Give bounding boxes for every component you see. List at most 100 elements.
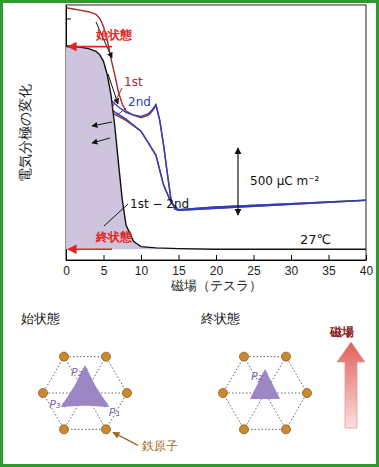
sweep-arrow [92,122,112,126]
bond [64,429,106,430]
y-tick [66,18,71,19]
x-tick-label: 0 [63,264,70,278]
bond [244,357,286,430]
iron-atom [282,425,291,434]
x-tick-label: 35 [322,264,336,278]
iron-atom [282,352,291,361]
iron-atom [123,389,132,398]
state-arrow [68,248,112,250]
series-line [66,47,366,250]
x-tick: 30 [285,255,299,278]
x-tick-label: 25 [247,264,261,278]
sweep-arrow [92,138,110,143]
iron-atom [39,389,48,398]
state-title: 終状態 [200,311,240,326]
polarization-arrow [263,372,268,388]
x-tick: 25 [247,255,261,278]
difference-area [66,47,366,250]
state-label: 始状態 [95,28,133,42]
iron-atom [81,389,90,398]
y-tick-mark [66,18,71,19]
plot-area [66,8,366,250]
polarization-label: P₃ [49,398,61,411]
x-tick: 35 [322,255,336,278]
scale-bar [237,148,238,215]
polarization-label: P₂ [251,370,263,383]
x-axis-line [67,260,367,261]
polarization-arrow [89,396,106,406]
x-tick-mark [141,255,142,260]
bond [106,357,127,393]
x-tick-label: 10 [135,264,149,278]
bond [106,393,127,429]
iron-atom [303,389,312,398]
iron-atom [60,352,69,361]
x-tick-mark [366,255,367,260]
iron-atom [219,389,228,398]
x-tick: 40 [360,255,374,278]
bond [286,393,307,429]
x-tick-label: 40 [360,264,374,278]
x-tick-mark [104,255,105,260]
x-tick-label: 15 [172,264,186,278]
lattice [219,352,312,434]
bond [64,357,106,430]
sweep-arrow [108,74,118,104]
x-tick-mark [179,255,180,260]
scale-bar-label: 500 μC m⁻² [250,174,320,188]
bond [244,356,286,357]
series-label: 2nd [128,95,151,109]
bond [64,357,106,430]
x-tick: 20 [210,255,224,278]
label-pointer [104,204,128,226]
series-label: 1st [124,75,143,89]
state-title: 始状態 [21,311,60,326]
bond [43,357,64,393]
border [2,2,378,466]
iron-atom [240,425,249,434]
y-axis-title: 電気分極の変化 [17,84,33,182]
bond [244,429,286,430]
temperature: 27℃ [300,232,331,247]
iron-atom [102,352,111,361]
field-label: 磁場 [329,325,354,339]
x-tick: 15 [172,255,186,278]
atom-pointer [113,432,138,445]
x-tick-mark [329,255,330,260]
x-tick-mark [254,255,255,260]
iron-atom [102,425,111,434]
bond [64,356,106,357]
iron-atom [261,389,270,398]
x-tick-label: 5 [101,264,108,278]
bond [223,357,244,393]
polarization-label: P₂ [71,366,83,379]
state-label: 終状態 [95,230,133,244]
x-axis-title: 磁場（テスラ） [170,278,262,293]
polarization-arrow [63,396,80,406]
iron-atom [60,425,69,434]
x-tick-mark [291,255,292,260]
figure: 0 5 10 15 20 25 30 35 40 磁場（テスラ） 電気分極の変化 1st 2nd 1st … [0,0,379,467]
x-tick: 5 [101,255,108,278]
field-arrow [337,342,365,428]
plot-frame [66,5,366,260]
x-tick-mark [216,255,217,260]
y-tick-mark [66,260,71,261]
lattice [39,352,132,434]
polarization-label: P₁ [109,406,120,419]
atom-label: 鉄原子 [142,439,178,453]
state-arrow [68,46,112,48]
bond [286,357,307,393]
polarization-arrow [83,368,88,388]
x-tick: 10 [135,255,149,278]
bond [223,393,244,429]
label-pointer [116,108,126,116]
bond [43,393,64,429]
series-label: 1st − 2nd [130,197,189,211]
bond [244,357,286,430]
iron-atom [240,352,249,361]
y-tick [66,260,71,261]
x-axis: 0 5 10 15 20 25 30 35 40 [63,255,373,278]
x-tick-label: 30 [285,264,299,278]
x-tick-label: 20 [210,264,224,278]
